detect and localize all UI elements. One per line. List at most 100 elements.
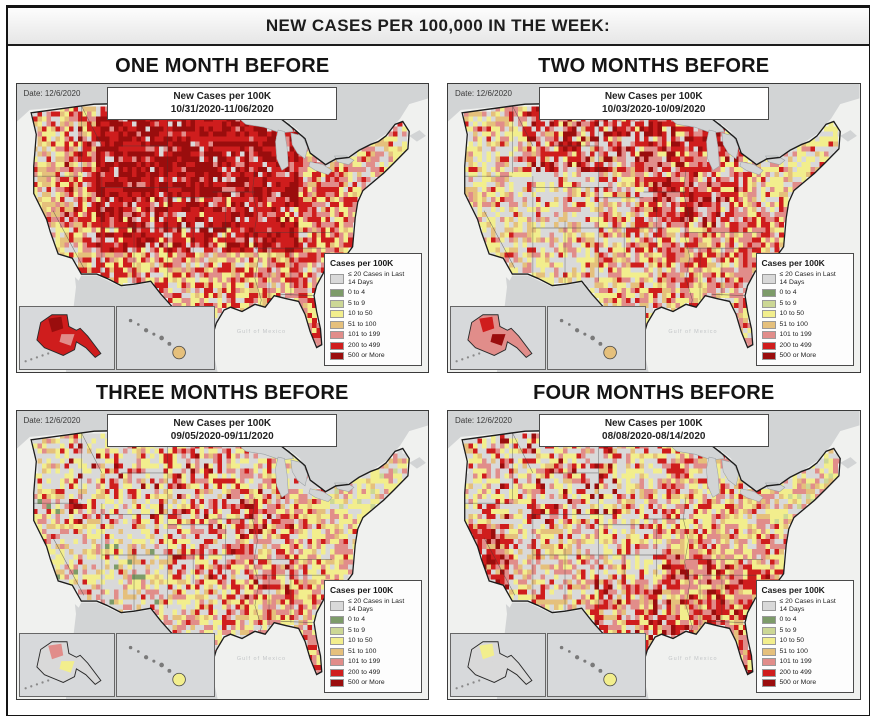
hawaii-inset — [115, 306, 215, 370]
legend-row: 101 to 199 — [330, 658, 416, 666]
legend-title: Cases per 100K — [330, 257, 394, 268]
legend-swatch — [761, 626, 776, 635]
legend-row: 0 to 4 — [330, 289, 416, 297]
panel-heading: THREE MONTHS BEFORE — [95, 382, 349, 404]
map-title-box: New Cases per 100K 10/31/2020-11/06/2020 — [107, 87, 338, 120]
legend-row-label: ≤ 20 Cases in Last 14 Days — [779, 270, 836, 286]
map-date-label: Date: 12/6/2020 — [23, 89, 81, 98]
alaska-map — [455, 641, 533, 690]
legend-row-label: 51 to 100 — [348, 647, 377, 655]
gulf-of-mexico-label: Gulf of Mexico — [236, 655, 287, 662]
legend-row-special: ≤ 20 Cases in Last 14 Days — [761, 270, 848, 287]
map-date-label: Date: 12/6/2020 — [23, 416, 81, 425]
legend-row-label: 5 to 9 — [348, 626, 366, 634]
legend-row: 200 to 499 — [330, 341, 416, 350]
legend-swatch — [761, 668, 776, 677]
map-panel: ONE MONTH BEFORE Date: 12/6/2020 New Cas… — [15, 46, 429, 373]
hawaii-map — [128, 318, 186, 360]
legend-row: 5 to 9 — [330, 626, 416, 635]
legend-swatch — [330, 331, 344, 339]
legend-row-label: 0 to 4 — [348, 289, 366, 297]
legend-row-label: 51 to 100 — [779, 320, 808, 328]
legend-row: 200 to 499 — [761, 341, 848, 350]
legend-row-label: ≤ 20 Cases in Last 14 Days — [348, 597, 405, 613]
legend-row-label: 10 to 50 — [348, 637, 373, 645]
map-title: New Cases per 100K — [604, 91, 703, 102]
legend-row: 0 to 4 — [761, 616, 848, 624]
legend-swatch — [761, 616, 776, 624]
map-date-range: 09/05/2020-09/11/2020 — [170, 431, 274, 442]
legend-row-label: 10 to 50 — [348, 310, 373, 318]
legend-row: 10 to 50 — [761, 310, 848, 318]
legend-swatch — [330, 273, 344, 284]
legend-swatch — [330, 626, 344, 635]
legend-title: Cases per 100K — [330, 584, 394, 595]
legend-swatch — [330, 658, 344, 666]
legend-row-label: 5 to 9 — [779, 626, 797, 634]
map-title: New Cases per 100K — [604, 418, 703, 429]
map-date-label: Date: 12/6/2020 — [455, 416, 512, 425]
map-panel: TWO MONTHS BEFORE Date: 12/6/2020 New Ca… — [447, 46, 861, 373]
legend-row-label: 101 to 199 — [348, 331, 381, 339]
legend-row-special: ≤ 20 Cases in Last 14 Days — [330, 598, 416, 614]
legend-row-label: 51 to 100 — [348, 320, 377, 328]
legend-row: 500 or More — [330, 352, 416, 360]
map-date-range: 08/08/2020-08/14/2020 — [602, 431, 706, 442]
map-frame: Date: 12/6/2020 New Cases per 100K 08/08… — [447, 410, 861, 700]
hawaii-inset — [547, 306, 646, 370]
legend-row-label: 10 to 50 — [779, 310, 805, 318]
legend-row: 500 or More — [761, 352, 848, 360]
alaska-inset — [18, 633, 115, 697]
legend-swatch — [761, 637, 776, 645]
legend-row: 200 to 499 — [761, 668, 848, 677]
legend-row-label: 500 or More — [348, 352, 385, 360]
legend-row-label: 10 to 50 — [779, 637, 805, 645]
legend-row: 101 to 199 — [761, 331, 848, 339]
legend-swatch — [330, 310, 344, 318]
legend-swatch — [330, 647, 344, 656]
map-date-range: 10/03/2020-10/09/2020 — [602, 104, 706, 115]
legend-row: 101 to 199 — [330, 331, 416, 339]
figure: NEW CASES PER 100,000 IN THE WEEK: ONE M… — [5, 5, 870, 716]
legend-row-label: 200 to 499 — [779, 668, 812, 676]
legend-swatch — [761, 352, 776, 360]
legend-row-label: 101 to 199 — [348, 658, 381, 666]
map-date-label: Date: 12/6/2020 — [455, 89, 512, 98]
panel-heading: ONE MONTH BEFORE — [115, 55, 330, 77]
legend-swatch — [330, 679, 344, 687]
us-choropleth-map — [16, 84, 428, 372]
legend-swatch — [761, 331, 776, 339]
legend-row-label: 500 or More — [348, 679, 385, 687]
legend-swatch — [761, 299, 776, 308]
legend-swatch — [761, 647, 776, 656]
legend-row: 10 to 50 — [330, 310, 416, 318]
map-legend: Cases per 100K ≤ 20 Cases in Last 14 Day… — [324, 579, 422, 693]
legend-swatch — [330, 320, 344, 329]
legend-swatch — [761, 289, 776, 297]
gulf-of-mexico-label: Gulf of Mexico — [668, 328, 718, 335]
legend-row-label: 5 to 9 — [779, 299, 797, 307]
legend-row-label: 0 to 4 — [779, 616, 797, 624]
legend-title: Cases per 100K — [761, 257, 825, 268]
legend-rows: 0 to 4 5 to 9 10 to 50 51 to 100 101 to 199 2… — [761, 616, 848, 687]
hawaii-map — [559, 318, 617, 360]
legend-rows: 0 to 4 5 to 9 10 to 50 51 to 100 101 to 199 2… — [330, 289, 416, 360]
legend-swatch — [761, 341, 776, 350]
alaska-inset — [18, 306, 115, 370]
legend-row: 10 to 50 — [330, 637, 416, 645]
legend-row-label: 200 to 499 — [348, 668, 381, 676]
map-panel: FOUR MONTHS BEFORE Date: 12/6/2020 New C… — [447, 373, 861, 700]
legend-row: 500 or More — [330, 679, 416, 687]
legend-rows: 0 to 4 5 to 9 10 to 50 51 to 100 101 to 199 2… — [330, 616, 416, 687]
legend-swatch — [330, 289, 344, 297]
legend-swatch — [761, 320, 776, 329]
legend-row: 0 to 4 — [761, 289, 848, 297]
legend-row: 51 to 100 — [761, 647, 848, 656]
legend-row: 51 to 100 — [330, 647, 416, 656]
map-title: New Cases per 100K — [173, 418, 272, 429]
panel-heading: TWO MONTHS BEFORE — [538, 55, 770, 77]
map-legend: Cases per 100K ≤ 20 Cases in Last 14 Day… — [755, 252, 854, 366]
legend-row-label: 500 or More — [779, 679, 817, 687]
alaska-map — [24, 314, 102, 363]
legend-row: 5 to 9 — [330, 299, 416, 308]
